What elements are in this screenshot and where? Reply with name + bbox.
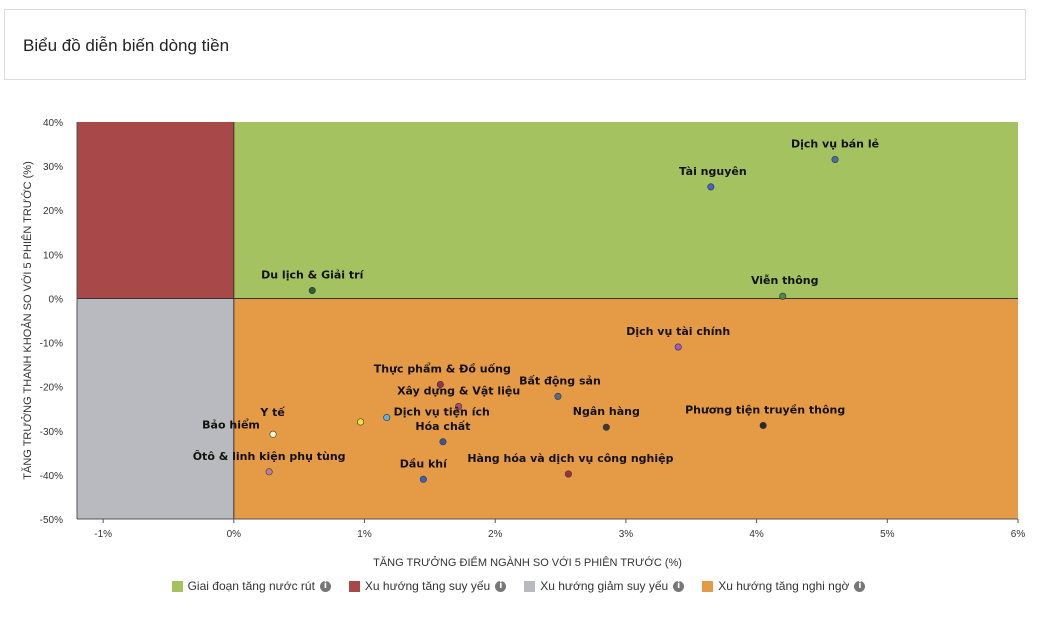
data-point: [564, 470, 572, 478]
y-tick-label: 0%: [49, 294, 64, 305]
data-label: Hóa chất: [415, 420, 470, 433]
chart-title: Biểu đồ diễn biến dòng tiền: [23, 36, 230, 55]
legend-swatch: [524, 580, 536, 592]
data-point: [383, 414, 391, 422]
y-tick-label: -20%: [40, 383, 63, 394]
x-tick-label: 6%: [1011, 529, 1026, 540]
info-icon[interactable]: i: [854, 580, 866, 592]
data-point: [831, 155, 839, 163]
legend-item[interactable]: Xu hướng tăng suy yếu i: [348, 579, 507, 593]
info-icon[interactable]: i: [673, 580, 685, 592]
quadrant-weakening-downtrend: [77, 298, 234, 519]
data-point: [602, 423, 610, 431]
info-icon[interactable]: i: [495, 580, 507, 592]
data-label: Bảo hiểm: [202, 418, 260, 431]
data-label: Xây dựng & Vật liệu: [397, 385, 520, 398]
chart-legend: Giai đoạn tăng nước rút i Xu hướng tăng su…: [0, 576, 1037, 596]
data-label: Du lịch & Giải trí: [261, 269, 364, 282]
x-tick-label: 1%: [357, 529, 372, 540]
data-label: Y tế: [259, 406, 285, 419]
data-point: [265, 468, 273, 476]
data-label: Thực phẩm & Đồ uống: [374, 362, 511, 375]
y-tick-label: -50%: [40, 515, 63, 526]
data-point: [308, 287, 316, 295]
y-tick-label: -10%: [40, 339, 63, 350]
data-label: Tài nguyên: [679, 165, 747, 178]
legend-swatch: [702, 580, 714, 592]
legend-label: Xu hướng giảm suy yếu: [540, 579, 669, 593]
legend-item[interactable]: Xu hướng giảm suy yếu i: [524, 579, 685, 593]
legend-item[interactable]: Giai đoạn tăng nước rút i: [171, 579, 331, 593]
data-point: [554, 392, 562, 400]
y-tick-label: -40%: [40, 471, 63, 482]
data-point: [357, 418, 365, 426]
data-label: Hàng hóa và dịch vụ công nghiệp: [467, 452, 673, 465]
data-point: [759, 421, 767, 429]
legend-label: Giai đoạn tăng nước rút: [187, 579, 315, 593]
y-tick-label: 30%: [43, 162, 63, 173]
y-tick-label: -30%: [40, 427, 63, 438]
y-tick-label: 40%: [43, 118, 63, 129]
data-label: Ngân hàng: [573, 405, 640, 418]
info-icon[interactable]: i: [319, 580, 331, 592]
quadrant-weakening-uptrend: [77, 122, 234, 299]
x-tick-label: -1%: [94, 529, 112, 540]
x-tick-label: 5%: [880, 529, 895, 540]
data-label: Dịch vụ tài chính: [626, 325, 730, 338]
data-point: [436, 380, 444, 388]
data-label: Dịch vụ tiện ích: [394, 406, 490, 419]
data-label: Dầu khí: [400, 457, 448, 470]
data-point: [419, 475, 427, 483]
y-axis-title: TĂNG TRƯỞNG THANH KHOẢN SO VỚI 5 PHIÊN T…: [21, 161, 34, 479]
data-point: [779, 292, 787, 300]
x-tick-label: 2%: [488, 529, 503, 540]
x-axis-title: TĂNG TRƯỞNG ĐIỂM NGÀNH SO VỚI 5 PHIÊN TR…: [373, 556, 682, 569]
x-tick-label: 0%: [227, 529, 242, 540]
data-label: Dịch vụ bán lẻ: [791, 137, 879, 150]
data-label: Ôtô & linh kiện phụ tùng: [193, 450, 346, 463]
data-point: [455, 403, 463, 411]
data-point: [269, 430, 277, 438]
legend-label: Xu hướng tăng suy yếu: [364, 579, 491, 593]
chart-header: Biểu đồ diễn biến dòng tiền: [4, 9, 1026, 80]
data-label: Phương tiện truyền thông: [685, 403, 845, 416]
data-label: Bất động sản: [519, 374, 601, 387]
quadrant-accelerating: [233, 122, 1019, 299]
legend-swatch: [171, 580, 183, 592]
data-point: [439, 438, 447, 446]
data-point: [674, 343, 682, 351]
y-tick-label: 10%: [43, 250, 63, 261]
legend-label: Xu hướng tăng nghi ngờ: [718, 579, 850, 593]
data-point: [707, 183, 715, 191]
legend-swatch: [348, 580, 360, 592]
x-tick-label: 4%: [749, 529, 764, 540]
quadrant-doubtful-uptrend: [233, 298, 1019, 519]
y-tick-label: 20%: [43, 206, 63, 217]
legend-item[interactable]: Xu hướng tăng nghi ngờ i: [702, 579, 866, 593]
data-label: Viễn thông: [751, 274, 819, 287]
x-tick-label: 3%: [619, 529, 634, 540]
